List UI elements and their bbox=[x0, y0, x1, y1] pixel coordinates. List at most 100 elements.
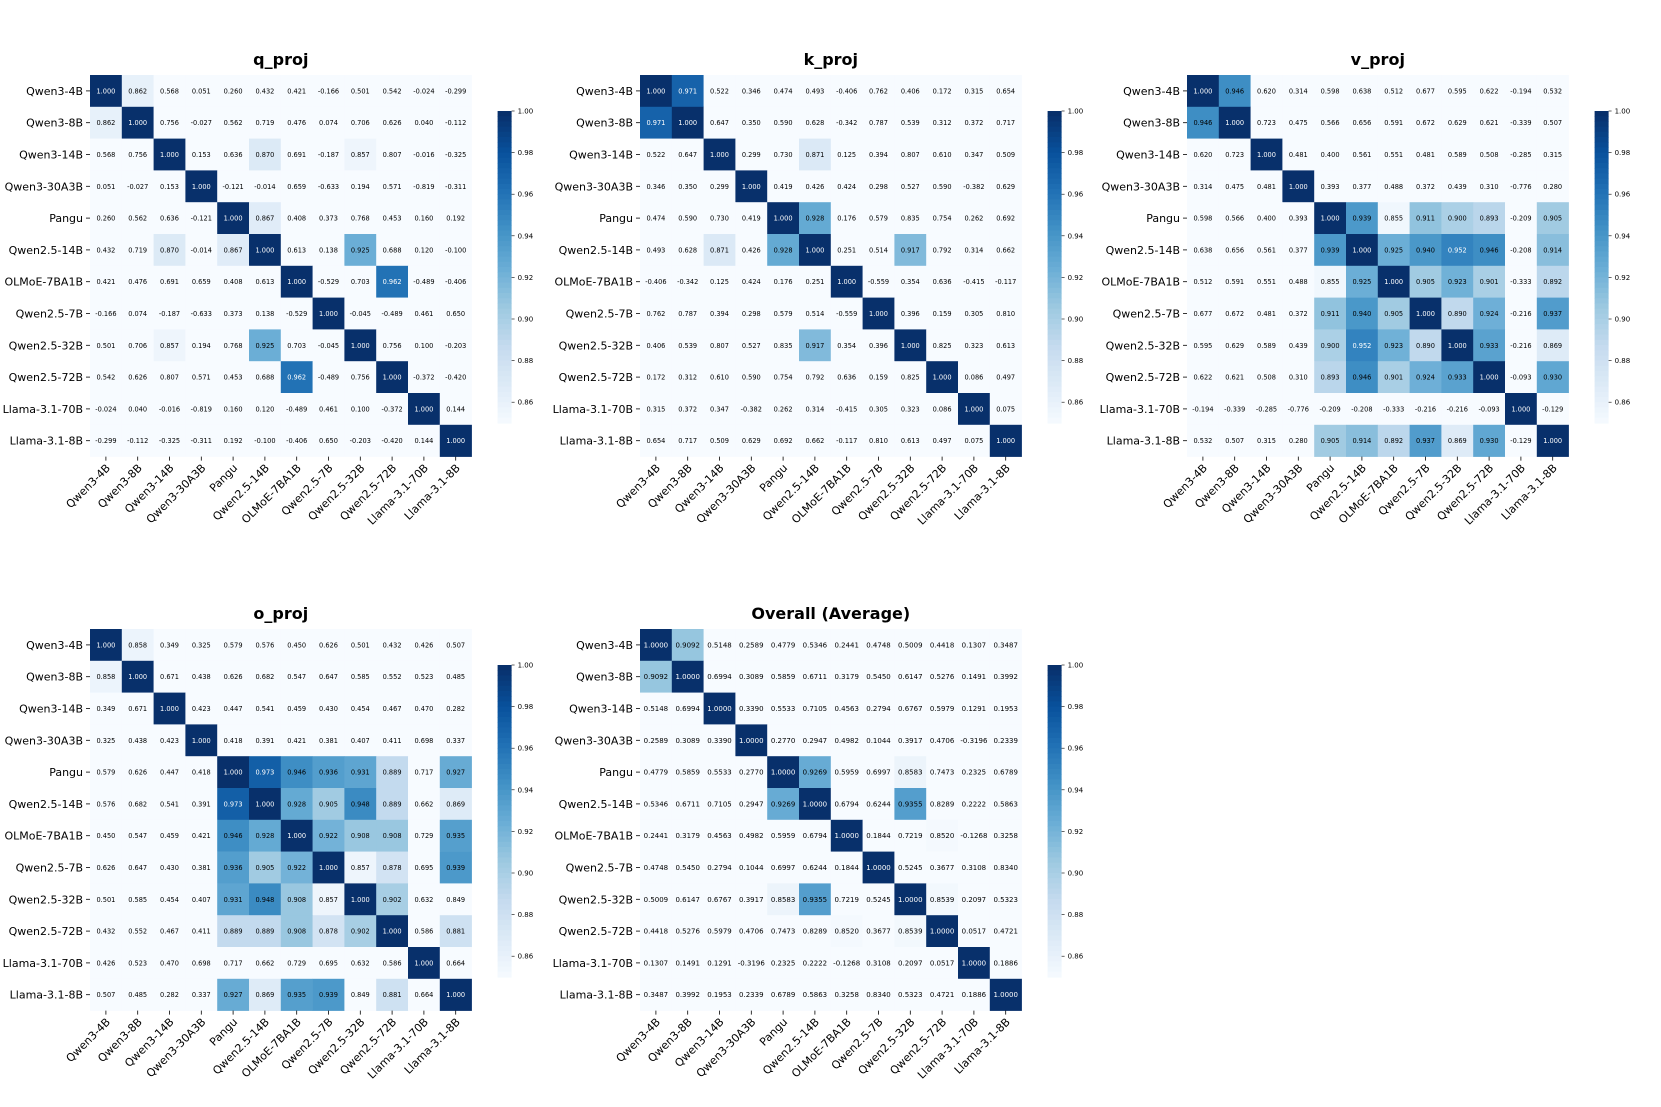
cell-value: 0.481 bbox=[1416, 151, 1435, 159]
heatmap-cell bbox=[90, 393, 123, 426]
cell-value: -0.208 bbox=[1351, 405, 1372, 413]
y-tick-label: Pangu bbox=[599, 766, 633, 779]
colorbar-tick-label: 0.96 bbox=[1068, 191, 1084, 199]
cell-value: 0.372 bbox=[678, 405, 697, 413]
colorbar-segment bbox=[497, 204, 512, 211]
cell-value: 0.717 bbox=[996, 119, 1015, 127]
heatmap-cell bbox=[671, 629, 704, 662]
colorbar-segment bbox=[1047, 261, 1062, 268]
heatmap-cell bbox=[703, 692, 736, 725]
colorbar-segment bbox=[497, 360, 512, 367]
cell-value: 0.407 bbox=[351, 737, 370, 745]
heatmap-cell bbox=[376, 788, 409, 821]
cell-value: 0.706 bbox=[128, 342, 147, 350]
cell-value: 0.172 bbox=[933, 87, 952, 95]
cell-value: -0.633 bbox=[318, 183, 339, 191]
colorbar-segment bbox=[1047, 251, 1062, 258]
heatmap-cell bbox=[989, 202, 1022, 235]
cell-value: 0.325 bbox=[96, 737, 115, 745]
colorbar-segment bbox=[497, 727, 512, 734]
colorbar-segment bbox=[1047, 225, 1062, 232]
cell-value: 0.662 bbox=[996, 246, 1015, 254]
cell-value: -0.014 bbox=[254, 183, 275, 191]
y-tick-label: Qwen2.5-72B bbox=[559, 925, 633, 938]
colorbar-segment bbox=[1047, 857, 1062, 864]
cell-value: 0.347 bbox=[710, 405, 729, 413]
heatmap-cell bbox=[989, 265, 1022, 298]
colorbar-tick-label: 0.94 bbox=[518, 786, 534, 794]
heatmap-cell bbox=[799, 819, 832, 852]
heatmap-cell bbox=[989, 361, 1022, 394]
heatmap-cell bbox=[1473, 329, 1506, 362]
cell-value: 0.459 bbox=[287, 705, 306, 713]
cell-value: 0.346 bbox=[742, 87, 761, 95]
heatmap-cell bbox=[344, 234, 377, 267]
colorbar-segment bbox=[1594, 371, 1609, 377]
heatmap-cell bbox=[344, 393, 377, 426]
heatmap-cell bbox=[1377, 393, 1410, 426]
cell-value: 0.692 bbox=[996, 215, 1015, 223]
heatmap-cell bbox=[312, 788, 345, 821]
cell-value: -0.299 bbox=[95, 437, 116, 445]
cell-value: 0.501 bbox=[96, 342, 115, 350]
heatmap-cell bbox=[280, 75, 313, 108]
cell-value: 0.579 bbox=[869, 215, 888, 223]
heatmap-cell bbox=[153, 202, 186, 235]
heatmap-cell bbox=[408, 106, 441, 139]
heatmap-cell bbox=[735, 692, 768, 725]
heatmap-cell bbox=[894, 978, 927, 1011]
cell-value: 0.647 bbox=[678, 151, 697, 159]
heatmap-cell bbox=[344, 756, 377, 789]
cell-value: 0.3390 bbox=[739, 705, 764, 713]
heatmap-cell bbox=[153, 329, 186, 362]
cell-value: 0.787 bbox=[678, 310, 697, 318]
cell-value: 0.074 bbox=[128, 310, 147, 318]
colorbar-segment bbox=[1047, 376, 1062, 382]
cell-value: 0.659 bbox=[192, 278, 211, 286]
cell-value: 0.144 bbox=[446, 405, 465, 413]
heatmap-cell bbox=[280, 393, 313, 426]
colorbar-segment bbox=[497, 826, 512, 832]
cell-value: 0.881 bbox=[446, 928, 465, 936]
heatmap-cell bbox=[799, 329, 832, 362]
cell-value: 1.0000 bbox=[707, 705, 732, 713]
colorbar-segment bbox=[497, 821, 512, 827]
heatmap-cell bbox=[1505, 424, 1538, 457]
cell-value: 1.0000 bbox=[675, 673, 700, 681]
cell-value: 1.000 bbox=[96, 641, 115, 649]
cell-value: 0.946 bbox=[287, 769, 306, 777]
heatmap-cell bbox=[1250, 202, 1283, 235]
y-tick-label: Qwen2.5-32B bbox=[1106, 339, 1180, 352]
heatmap-cell bbox=[217, 265, 250, 298]
heatmap-cell bbox=[703, 629, 736, 662]
cell-value: 0.5450 bbox=[675, 864, 700, 872]
heatmap-cell bbox=[767, 915, 800, 948]
cell-value: 1.000 bbox=[1289, 183, 1308, 191]
colorbar-segment bbox=[1047, 821, 1062, 827]
heatmap-cell bbox=[830, 424, 863, 457]
cell-value: 0.698 bbox=[414, 737, 433, 745]
heatmap-cell bbox=[767, 692, 800, 725]
heatmap-cell bbox=[767, 234, 800, 267]
heatmap-cell bbox=[958, 361, 991, 394]
heatmap-cell bbox=[640, 692, 673, 725]
heatmap-cell bbox=[703, 756, 736, 789]
heatmap-cell bbox=[376, 724, 409, 757]
cell-value: 0.914 bbox=[1352, 437, 1371, 445]
colorbar-segment bbox=[1047, 397, 1062, 403]
colorbar-segment bbox=[1594, 220, 1609, 226]
cell-value: 0.262 bbox=[964, 215, 983, 223]
cell-value: 1.000 bbox=[1511, 405, 1530, 413]
heatmap-cell bbox=[1250, 75, 1283, 108]
heatmap-cell bbox=[735, 361, 768, 394]
heatmap-cell bbox=[185, 265, 218, 298]
cell-value: 0.636 bbox=[837, 374, 856, 382]
heatmap-cell bbox=[926, 138, 959, 171]
heatmap-cell bbox=[121, 724, 154, 757]
cell-value: 1.000 bbox=[351, 342, 370, 350]
y-tick-label: Qwen2.5-32B bbox=[559, 339, 633, 352]
cell-value: 0.1844 bbox=[866, 832, 891, 840]
heatmap-cell bbox=[1282, 106, 1315, 139]
cell-value: -0.166 bbox=[318, 87, 339, 95]
cell-value: 0.4748 bbox=[644, 864, 669, 872]
